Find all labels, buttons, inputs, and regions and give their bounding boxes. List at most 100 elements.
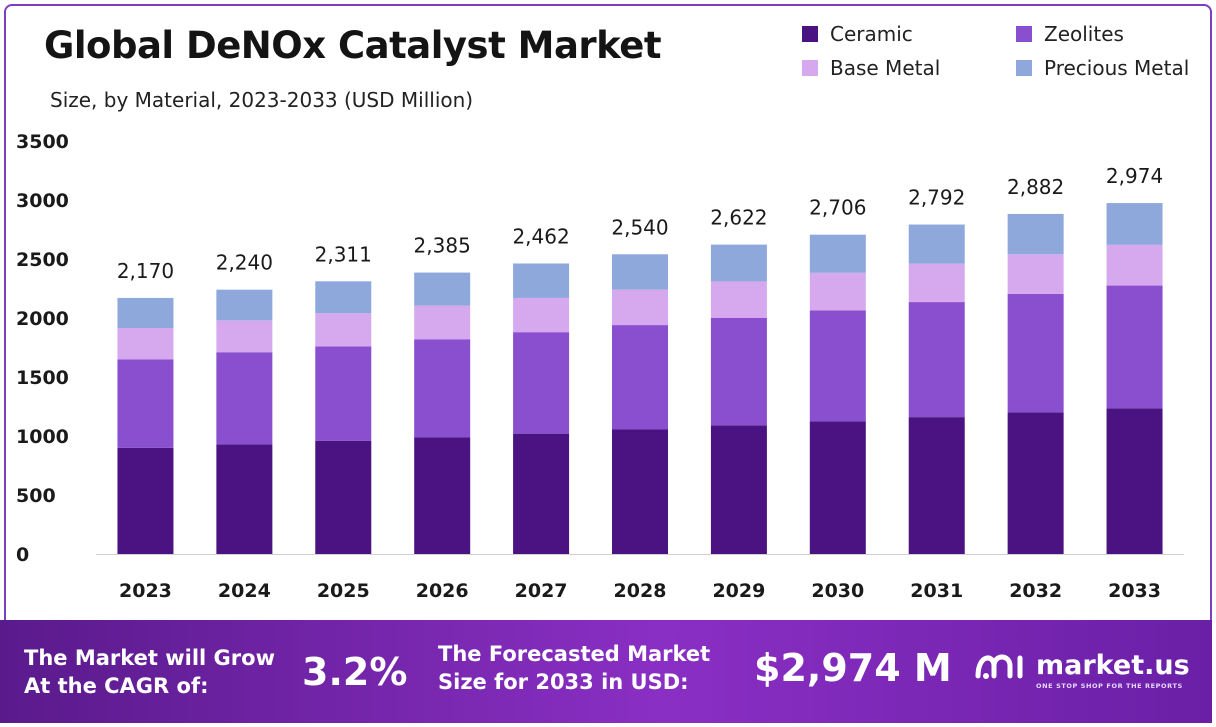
bar-total-label: 2,792 [908, 186, 965, 210]
bar-segment-ceramic [117, 447, 174, 554]
forecast-label-line1: The Forecasted Market [438, 642, 711, 666]
y-tick-label: 1500 [16, 367, 69, 389]
bar-segment-ceramic [908, 417, 965, 554]
legend-item-zeolites: Zeolites [1016, 22, 1124, 46]
legend-swatch-precious-metal [1016, 60, 1032, 76]
bar-segment-ceramic [612, 429, 668, 554]
legend-item-ceramic: Ceramic [802, 22, 913, 46]
bar-total-label: 2,462 [512, 224, 569, 248]
brand-name: market.us [1036, 649, 1190, 681]
x-tick-label: 2026 [416, 580, 469, 602]
brand-logo: market.us [974, 646, 1190, 684]
bar-chart: 0 500 1000 1500 2000 2500 3000 3500 2,170 2023 2,2… [16, 131, 1184, 602]
bar-segment-zeolites [1007, 293, 1064, 413]
x-tick-label: 2031 [910, 580, 963, 602]
bar-total-label: 2,974 [1106, 164, 1163, 188]
bar-segment-base-metal [612, 289, 668, 326]
bar-segment-base-metal [710, 281, 767, 318]
legend-swatch-ceramic [802, 26, 818, 42]
x-tick-label: 2032 [1009, 580, 1062, 602]
y-tick-label: 2000 [16, 308, 69, 330]
forecast-label-line2: Size for 2033 in USD: [438, 670, 689, 694]
bar-segment-ceramic [216, 444, 273, 554]
bar-segment-ceramic [414, 437, 471, 554]
bar-segment-precious-metal [216, 289, 273, 321]
bar-segment-ceramic [809, 421, 866, 554]
bar-total-label: 2,622 [710, 206, 767, 230]
legend-label-ceramic: Ceramic [830, 22, 913, 46]
x-tick-label: 2027 [515, 580, 568, 602]
legend-swatch-base-metal [802, 60, 818, 76]
legend-item-precious-metal: Precious Metal [1016, 56, 1189, 80]
bar-total-label: 2,882 [1007, 175, 1064, 199]
bar-segment-precious-metal [908, 224, 965, 264]
bar-segment-zeolites [809, 310, 866, 422]
bar-segment-base-metal [1106, 244, 1163, 286]
bar-total-label: 2,170 [117, 259, 174, 283]
chart-title: Global DeNOx Catalyst Market [44, 24, 662, 67]
bar-segment-zeolites [216, 352, 273, 445]
x-tick-label: 2028 [614, 580, 667, 602]
bar-segment-zeolites [1106, 285, 1163, 409]
y-tick-label: 3000 [16, 190, 69, 212]
bar-segment-base-metal [414, 305, 471, 340]
legend-swatch-zeolites [1016, 26, 1032, 42]
x-tick-label: 2033 [1108, 580, 1161, 602]
chart-subtitle: Size, by Material, 2023-2033 (USD Millio… [50, 88, 474, 112]
y-tick-label: 1000 [16, 426, 69, 448]
bar-segment-base-metal [908, 263, 965, 303]
legend-label-base-metal: Base Metal [830, 56, 941, 80]
cagr-label-line1: The Market will Grow [24, 646, 275, 670]
bar-total-label: 2,706 [809, 196, 866, 220]
bar-segment-ceramic [315, 440, 372, 554]
cagr-value: 3.2% [302, 650, 408, 694]
bar-segment-base-metal [809, 272, 866, 311]
bar-segment-precious-metal [513, 263, 570, 298]
bar-segment-precious-metal [612, 254, 668, 290]
bar-segment-precious-metal [315, 281, 372, 314]
forecast-value: $2,974 M [754, 646, 952, 690]
bar-segment-zeolites [612, 325, 668, 430]
y-tick-label: 2500 [16, 249, 69, 271]
x-tick-label: 2029 [712, 580, 765, 602]
bar-total-label: 2,385 [414, 234, 471, 258]
bar-segment-precious-metal [1007, 213, 1064, 255]
legend-item-base-metal: Base Metal [802, 56, 940, 80]
bar-segment-precious-metal [710, 244, 767, 282]
legend-label-precious-metal: Precious Metal [1044, 56, 1190, 80]
bar-segment-base-metal [315, 313, 372, 347]
bar-segment-zeolites [513, 332, 570, 434]
bar-segment-zeolites [908, 302, 965, 418]
bar-segment-zeolites [414, 339, 471, 438]
footer-banner: The Market will Grow At the CAGR of: 3.2… [0, 620, 1212, 723]
x-tick-label: 2024 [218, 580, 271, 602]
bar-segment-ceramic [513, 433, 570, 554]
y-tick-label: 3500 [16, 131, 69, 153]
bar-total-label: 2,540 [611, 215, 668, 239]
brand-tagline: ONE STOP SHOP FOR THE REPORTS [1036, 682, 1183, 690]
bar-segment-base-metal [513, 297, 570, 333]
bar-segment-precious-metal [117, 297, 174, 329]
bar-segment-precious-metal [1106, 203, 1163, 245]
bar-segment-precious-metal [809, 234, 866, 273]
bar-segment-ceramic [1106, 408, 1163, 554]
bar-total-label: 2,311 [315, 242, 372, 266]
bar-segment-zeolites [117, 359, 174, 448]
cagr-label-line2: At the CAGR of: [24, 674, 209, 698]
bar-segment-zeolites [710, 318, 767, 426]
market-us-logo-icon [975, 654, 1023, 679]
x-tick-label: 2025 [317, 580, 370, 602]
x-tick-label: 2030 [811, 580, 864, 602]
y-tick-label: 0 [16, 544, 29, 566]
bar-segment-base-metal [1007, 254, 1064, 294]
legend-label-zeolites: Zeolites [1044, 22, 1124, 46]
chart-legend: Ceramic Zeolites Base Metal Precious Met… [796, 20, 1206, 90]
bar-segment-precious-metal [414, 272, 471, 306]
bar-total-label: 2,240 [216, 251, 273, 275]
x-tick-label: 2023 [119, 580, 172, 602]
forecast-label: The Forecasted Market Size for 2033 in U… [438, 640, 710, 696]
bar-segment-zeolites [315, 346, 372, 441]
bar-segment-ceramic [710, 425, 767, 554]
bar-segment-base-metal [216, 320, 273, 353]
bar-segment-base-metal [117, 328, 174, 360]
